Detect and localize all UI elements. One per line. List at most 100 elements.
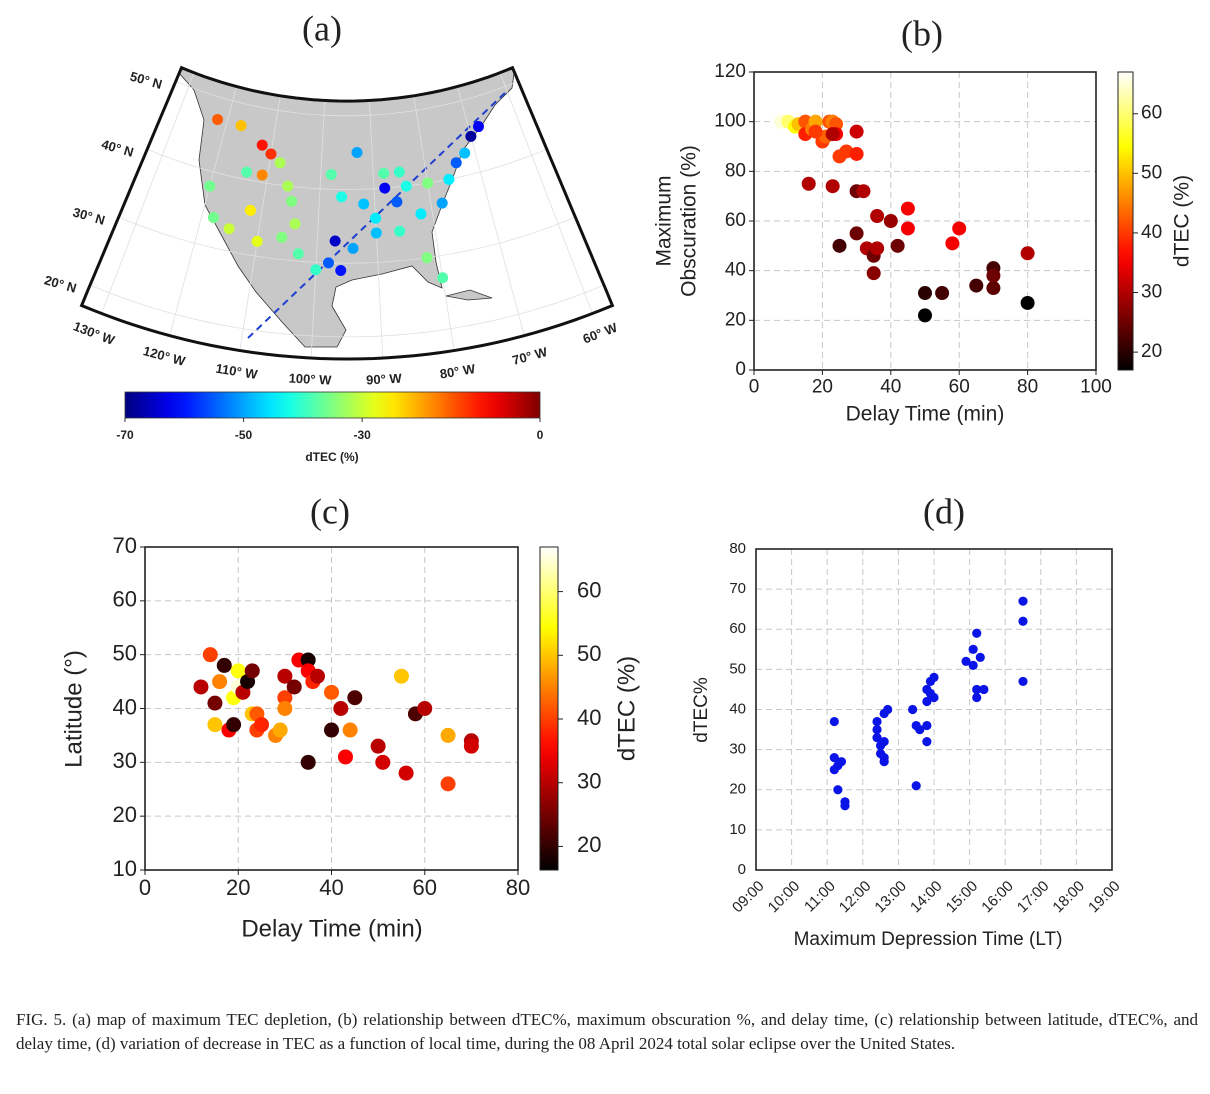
panel-title: (d) xyxy=(923,491,965,531)
x-tick-label: 60 xyxy=(413,875,437,900)
colorbar-tick-label: 60 xyxy=(1141,103,1162,124)
data-point xyxy=(286,679,302,695)
data-point xyxy=(272,722,288,738)
y-tick-label: 120 xyxy=(714,61,746,82)
plot-frame xyxy=(753,71,1097,371)
data-point xyxy=(968,644,978,654)
lon-label: 80° W xyxy=(439,361,477,381)
data-point xyxy=(393,668,409,684)
colorbar xyxy=(124,391,541,419)
station-point xyxy=(256,139,268,151)
lon-label: 120° W xyxy=(142,343,188,369)
colorbar-tick-label: -50 xyxy=(235,428,253,442)
station-point xyxy=(351,147,363,159)
y-tick-label: 0 xyxy=(738,861,746,878)
y-tick-label: 10 xyxy=(729,821,746,838)
data-point xyxy=(929,672,939,683)
panel-title: (c) xyxy=(310,491,350,531)
colorbar-tick-label: 0 xyxy=(537,428,544,442)
station-point xyxy=(223,223,235,235)
station-point xyxy=(400,180,412,192)
colorbar-tick-label: -70 xyxy=(116,428,134,442)
lat-grid-line xyxy=(147,148,547,190)
y-tick-label: 70 xyxy=(113,533,137,558)
data-point xyxy=(1018,676,1028,687)
station-point xyxy=(437,272,449,284)
data-point xyxy=(825,179,840,194)
colorbar-tick-label: 20 xyxy=(577,832,601,857)
lon-grid-line xyxy=(310,100,326,359)
data-point xyxy=(300,754,316,770)
caption: FIG. 5. (a) map of maximum TEC depletion… xyxy=(16,1010,1198,1053)
data-point xyxy=(825,127,840,142)
y-tick-label: 80 xyxy=(725,160,746,181)
data-point xyxy=(986,281,1001,296)
data-point xyxy=(900,201,915,216)
data-point xyxy=(244,663,260,679)
x-tick-label: 10:00 xyxy=(765,878,804,917)
station-point xyxy=(329,235,341,247)
x-tick-label: 0 xyxy=(139,875,151,900)
station-point xyxy=(443,173,455,185)
station-point xyxy=(325,169,337,181)
panel-title: (a) xyxy=(302,8,342,48)
lon-label: 60° W xyxy=(581,320,620,347)
land xyxy=(149,67,521,348)
colorbar-tick-label: 60 xyxy=(577,577,601,602)
data-point xyxy=(849,124,864,139)
lon-grid-line xyxy=(499,72,593,314)
data-point xyxy=(417,701,433,716)
data-point xyxy=(968,660,978,670)
data-point xyxy=(212,674,228,690)
station-point xyxy=(207,212,219,224)
y-tick-label: 40 xyxy=(113,694,137,719)
x-tick-label: 17:00 xyxy=(1014,878,1053,917)
x-axis-label: Maximum Depression Time (LT) xyxy=(794,929,1063,950)
x-axis-label: Delay Time (min) xyxy=(241,915,422,942)
data-point xyxy=(202,647,218,663)
y-tick-label: 70 xyxy=(729,580,746,597)
colorbar-tick-label: 40 xyxy=(577,705,601,730)
x-tick-label: 40 xyxy=(880,377,901,398)
station-point xyxy=(370,227,382,239)
y-tick-label: 100 xyxy=(714,111,746,132)
data-point xyxy=(1018,616,1028,626)
data-point xyxy=(324,684,339,700)
colorbar-tick-label: -30 xyxy=(353,428,371,442)
station-point xyxy=(336,191,348,203)
lat-label: 30° N xyxy=(71,204,107,227)
y-axis-label: Maximum xyxy=(653,175,676,266)
data-point xyxy=(922,720,932,731)
plot-frame xyxy=(144,546,519,871)
data-point xyxy=(829,765,839,775)
y-axis-label: Obscuration (%) xyxy=(678,145,701,297)
y-tick-label: 50 xyxy=(729,660,746,677)
lon-label: 130° W xyxy=(71,318,117,348)
data-point xyxy=(829,716,839,727)
station-point xyxy=(244,204,256,216)
x-tick-label: 12:00 xyxy=(836,878,875,917)
data-point xyxy=(870,241,885,256)
data-point xyxy=(945,236,960,251)
data-point xyxy=(193,679,209,695)
data-point xyxy=(833,785,843,795)
colorbar xyxy=(539,546,559,871)
data-point xyxy=(856,184,871,199)
colorbar-tick-label: 50 xyxy=(1141,162,1162,183)
station-point xyxy=(370,212,382,224)
data-point xyxy=(908,704,918,715)
station-point xyxy=(276,231,288,243)
station-point xyxy=(378,167,390,179)
station-point xyxy=(415,208,427,220)
station-point xyxy=(421,252,433,264)
data-point xyxy=(929,692,939,703)
x-tick-label: 80 xyxy=(506,875,530,900)
x-tick-label: 09:00 xyxy=(729,878,768,917)
station-point xyxy=(472,121,484,133)
data-point xyxy=(879,757,889,767)
data-point xyxy=(979,684,989,695)
station-point xyxy=(212,113,224,125)
data-point xyxy=(961,656,971,666)
data-point xyxy=(216,657,232,673)
